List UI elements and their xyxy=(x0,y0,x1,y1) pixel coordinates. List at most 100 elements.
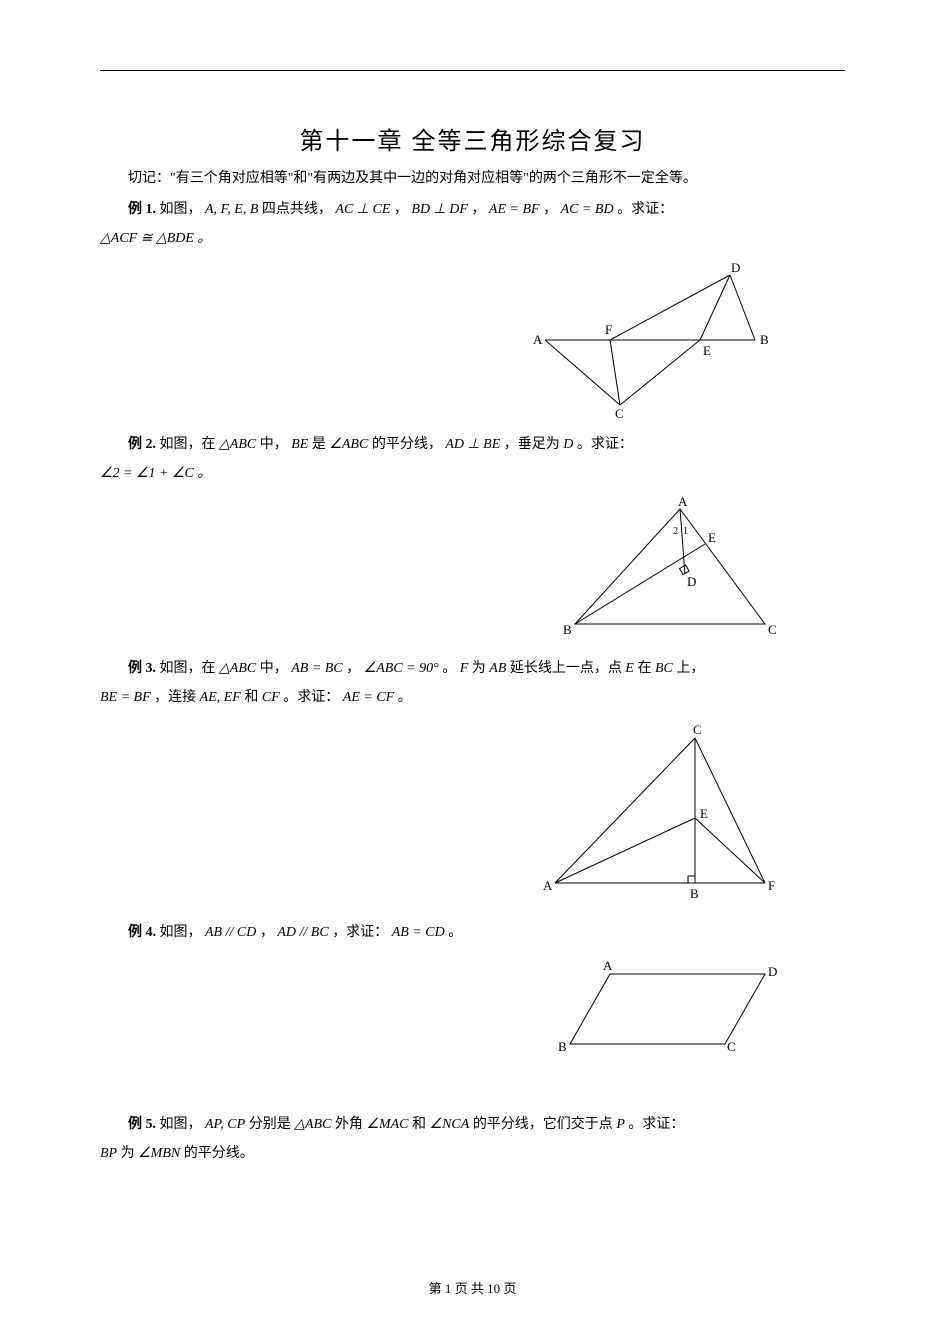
e3-t-b: 中， xyxy=(260,661,288,676)
footer-total: 10 xyxy=(487,1281,500,1296)
example-2-label: 例 2. xyxy=(128,437,156,452)
example-5: 例 5. 如图， AP, CP 分别是 △ABC 外角 ∠MAC 和 ∠NCA … xyxy=(100,1112,845,1166)
d1-label-c: C xyxy=(615,406,624,420)
e2-t-c: 是 xyxy=(312,437,330,452)
e1-m-d: AE = BF xyxy=(489,202,540,217)
d4-label-b: B xyxy=(558,1039,567,1054)
d4-label-c: C xyxy=(727,1039,736,1054)
e3-t-a: 如图，在 xyxy=(160,661,220,676)
e3-l2-h: 。 xyxy=(398,690,412,705)
footer-mid: 页 共 xyxy=(455,1281,488,1296)
e2-m-c: ∠ABC xyxy=(329,437,368,452)
e5-l2-b: 为 xyxy=(121,1146,139,1161)
e1-t-c: ， xyxy=(394,202,408,217)
e4-m-b: AD // BC xyxy=(277,925,328,940)
spacer xyxy=(100,1076,845,1106)
e2-t-e: ，垂足为 xyxy=(504,437,564,452)
e3-l2-e: CF xyxy=(262,690,280,705)
diagram-3-container: A B C E F xyxy=(100,718,845,908)
e2-m-d: AD ⊥ BE xyxy=(445,437,500,452)
example-5-line2: BP 为 ∠MBN 的平分线。 xyxy=(100,1141,845,1166)
e5-m-d: ∠NCA xyxy=(430,1117,470,1132)
e5-l2-d: 的平分线。 xyxy=(184,1146,254,1161)
d2-label-d: D xyxy=(687,574,696,589)
e5-l2-c: ∠MBN xyxy=(138,1146,180,1161)
example-2-line1: 例 2. 如图，在 △ABC 中， BE 是 ∠ABC 的平分线， AD ⊥ B… xyxy=(100,432,845,457)
diagram-1-container: A B C D E F xyxy=(100,260,845,420)
content-body: 切记："有三个角对应相等"和"有两边及其中一边的对角对应相等"的两个三角形不一定… xyxy=(100,166,845,1166)
d2-label-b: B xyxy=(563,622,572,637)
e4-t-b: ， xyxy=(260,925,274,940)
example-4-line1: 例 4. 如图， AB // CD ， AD // BC ，求证： AB = C… xyxy=(100,920,845,945)
e5-m-c: ∠MAC xyxy=(366,1117,408,1132)
top-rule xyxy=(100,70,845,71)
e3-l2-a: BE = BF xyxy=(100,690,151,705)
e3-l2-f: 。求证： xyxy=(283,690,339,705)
page-footer: 第 1 页 共 10 页 xyxy=(0,1278,945,1297)
d2-label-1: 1 xyxy=(683,526,688,537)
diagram-2: A B C D E 2 1 xyxy=(555,494,785,644)
e5-m-e: P xyxy=(616,1117,625,1132)
e4-m-a: AB // CD xyxy=(205,925,256,940)
footer-prefix: 第 xyxy=(429,1281,445,1296)
e4-t-c: ，求证： xyxy=(332,925,388,940)
example-1-line1: 例 1. 如图， A, F, E, B 四点共线， AC ⊥ CE ， BD ⊥… xyxy=(100,197,845,222)
d1-label-d: D xyxy=(731,260,740,275)
e3-l2-b: ，连接 xyxy=(154,690,200,705)
d4-label-d: D xyxy=(768,964,777,979)
e1-m-a: A, F, E, B xyxy=(205,202,258,217)
e3-l2-c: AE, EF xyxy=(200,690,241,705)
e5-m-a: AP, CP xyxy=(205,1117,245,1132)
e1-m-c: BD ⊥ DF xyxy=(411,202,468,217)
e5-t-a: 如图， xyxy=(160,1117,202,1132)
example-3-line1: 例 3. 如图，在 △ABC 中， AB = BC ， ∠ABC = 90° 。… xyxy=(100,656,845,681)
e1-t-a: 如图， xyxy=(160,202,202,217)
footer-suffix: 页 xyxy=(503,1281,516,1296)
d3-label-b: B xyxy=(690,886,699,901)
e3-t-c: ， xyxy=(346,661,360,676)
d3-label-c: C xyxy=(693,722,702,737)
d3-label-e: E xyxy=(700,806,708,821)
e3-m-f: E xyxy=(625,661,634,676)
e3-m-a: △ABC xyxy=(219,661,256,676)
example-4-label: 例 4. xyxy=(128,925,156,940)
diagram-2-container: A B C D E 2 1 xyxy=(100,494,845,644)
e5-m-b: △ABC xyxy=(294,1117,331,1132)
example-4: 例 4. 如图， AB // CD ， AD // BC ，求证： AB = C… xyxy=(100,920,845,945)
e3-m-d: F xyxy=(460,661,469,676)
diagram-1: A B C D E F xyxy=(525,260,785,420)
e4-t-d: 。 xyxy=(448,925,462,940)
d4-label-a: A xyxy=(603,958,613,973)
example-5-line1: 例 5. 如图， AP, CP 分别是 △ABC 外角 ∠MAC 和 ∠NCA … xyxy=(100,1112,845,1137)
e3-l2-g: AE = CF xyxy=(343,690,394,705)
d2-label-2: 2 xyxy=(673,526,678,537)
intro-paragraph: 切记："有三个角对应相等"和"有两边及其中一边的对角对应相等"的两个三角形不一定… xyxy=(100,166,845,191)
d1-label-f: F xyxy=(605,322,612,337)
e1-m-b: AC ⊥ CE xyxy=(335,202,390,217)
d3-label-f: F xyxy=(768,878,775,893)
example-5-label: 例 5. xyxy=(128,1117,156,1132)
d2-label-e: E xyxy=(708,530,716,545)
e4-t-a: 如图， xyxy=(160,925,202,940)
d3-label-a: A xyxy=(543,878,553,893)
example-2-line2: ∠2 = ∠1 + ∠C 。 xyxy=(100,461,845,486)
e2-m-e: D xyxy=(563,437,573,452)
e3-t-f: 延长线上一点，点 xyxy=(510,661,626,676)
e3-m-b: AB = BC xyxy=(291,661,342,676)
page-title: 第十一章 全等三角形综合复习 xyxy=(100,121,845,156)
example-2: 例 2. 如图，在 △ABC 中， BE 是 ∠ABC 的平分线， AD ⊥ B… xyxy=(100,432,845,486)
e1-t-e: ， xyxy=(543,202,557,217)
e5-t-f: 。求证： xyxy=(628,1117,684,1132)
diagram-4-container: A D B C xyxy=(100,954,845,1064)
e2-m-b: BE xyxy=(291,437,308,452)
e3-t-e: 为 xyxy=(472,661,490,676)
e5-t-b: 分别是 xyxy=(249,1117,295,1132)
e5-t-d: 和 xyxy=(412,1117,430,1132)
d1-label-b: B xyxy=(760,332,769,347)
e5-t-c: 外角 xyxy=(335,1117,367,1132)
e3-t-d: 。 xyxy=(442,661,456,676)
d1-label-e: E xyxy=(703,343,711,358)
e3-t-g: 在 xyxy=(637,661,655,676)
example-1: 例 1. 如图， A, F, E, B 四点共线， AC ⊥ CE ， BD ⊥… xyxy=(100,197,845,251)
e2-m-a: △ABC xyxy=(219,437,256,452)
